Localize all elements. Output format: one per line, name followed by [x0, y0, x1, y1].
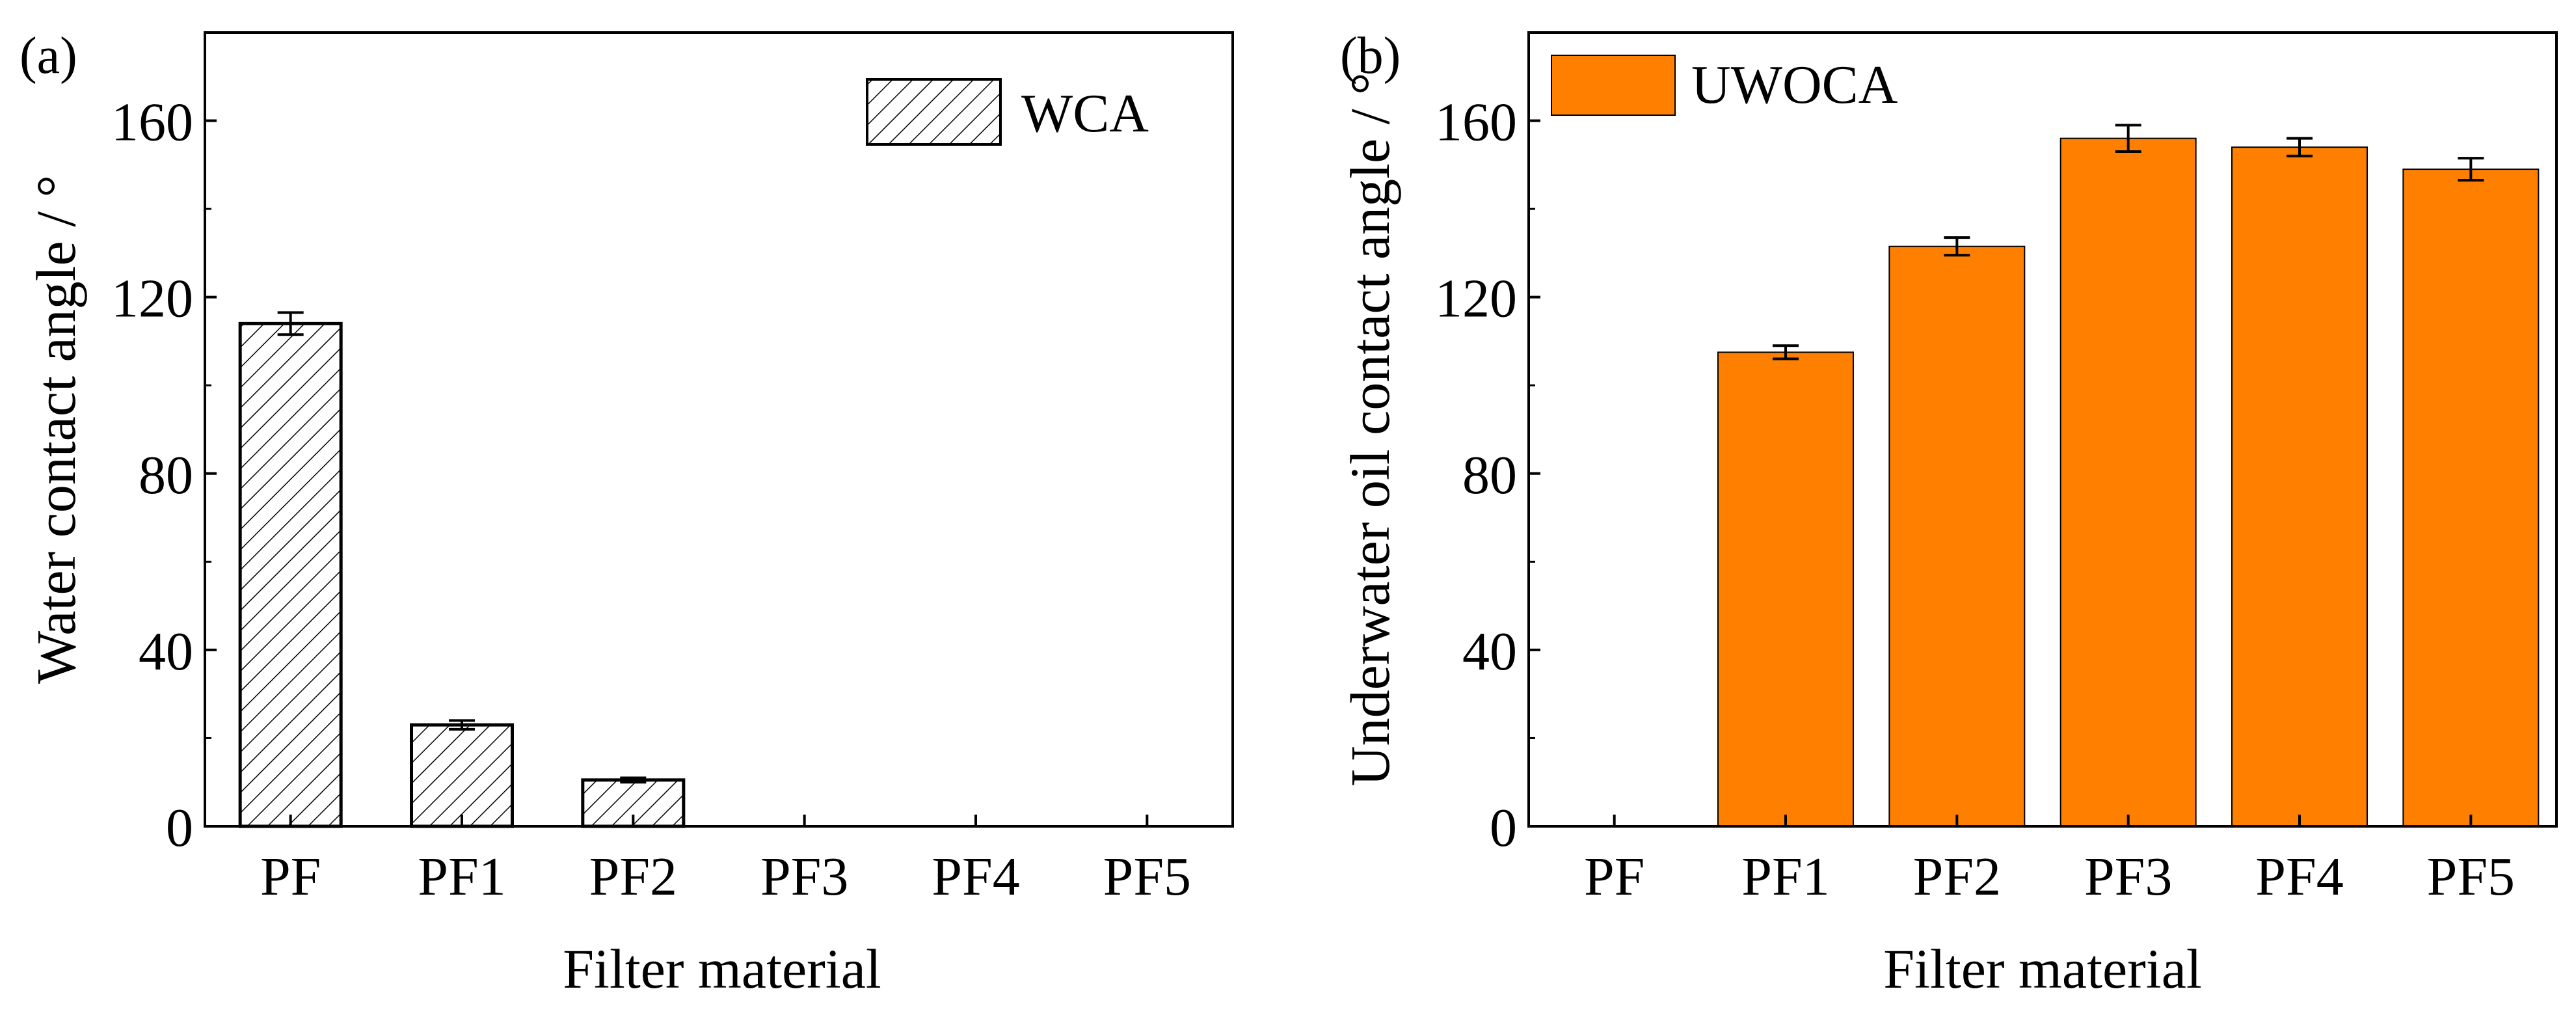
panel-b-error-bar-pf4: [2287, 137, 2313, 157]
panel-b-bars: [1717, 124, 2540, 828]
panel-a-y-tick-label: 120: [111, 269, 193, 329]
panel-b-y-tick-label: 160: [1435, 92, 1517, 153]
panel-b-y-tick-label: 120: [1435, 269, 1517, 329]
panel-a-error-bar-pf2: [620, 776, 647, 784]
panel-b-y-axis-title: Underwater oil contact angle / °: [1339, 72, 1401, 786]
panel-b-bar-pf4: [2231, 146, 2368, 828]
panel-b-y-tick-label: 0: [1490, 798, 1517, 858]
panel-a-x-axis-title: Filter material: [563, 938, 881, 1000]
panel-b-error-bar-pf3: [2115, 124, 2141, 153]
panel-b-x-axis-title: Filter material: [1883, 938, 2202, 1000]
panel-a-error-bar-pf: [277, 311, 304, 336]
panel-b-axis-ticks: PF PF1 PF2 PF3 PF4 PF5 0 40 80 120 160: [1435, 92, 2515, 907]
panel-a-bar-pf: [238, 321, 343, 828]
panel-b-x-tick-label: PF4: [2255, 846, 2343, 907]
panel-b-x-tick-label: PF1: [1741, 846, 1829, 907]
panel-a-water-contact-angle: (a) PF PF1 PF2 PF3 PF4 PF5 0 40 80 120 160 WCA Fil…: [20, 27, 1234, 1000]
panel-a-y-tick-label: 40: [139, 621, 193, 682]
panel-b-legend: UWOCA: [1551, 55, 1898, 116]
panel-b-underwater-oil-contact-angle: (b) PF PF1 PF2 PF3 PF4 PF5 0 40 80 120 160 UWOCA F…: [1339, 27, 2558, 1000]
panel-a-legend: WCA: [866, 78, 1149, 146]
panel-b-y-tick-label: 40: [1462, 621, 1517, 682]
panel-a-bar-pf1: [410, 723, 514, 828]
panel-b-bar-pf5: [2402, 169, 2540, 828]
panel-a-x-tick-label: PF1: [418, 846, 505, 907]
panel-b-plot-frame: [1527, 31, 2558, 828]
panel-b-error-bar-pf5: [2458, 157, 2484, 182]
panel-a-y-axis-title: Water contact angle / °: [25, 175, 87, 684]
panel-b-legend-swatch: [1551, 55, 1676, 116]
panel-b-bar-pf2: [1888, 245, 2026, 827]
panel-a-legend-label: WCA: [1021, 83, 1149, 144]
panel-a-y-tick-label: 80: [139, 445, 193, 506]
panel-b-x-tick-label: PF2: [1913, 846, 2001, 907]
panel-a-axis-ticks: PF PF1 PF2 PF3 PF4 PF5 0 40 80 120 160: [111, 92, 1191, 907]
panel-a-plot-frame: [204, 31, 1234, 828]
panel-a-y-tick-label: 0: [166, 798, 193, 858]
panel-b-x-tick-label: PF: [1584, 846, 1644, 907]
panel-b-bar-pf3: [2059, 137, 2197, 828]
panel-b-error-bar-pf2: [1944, 236, 1970, 257]
panel-a-x-tick-label: PF4: [932, 846, 1019, 907]
panel-b-bar-pf1: [1717, 351, 1854, 827]
panel-b-x-tick-label: PF3: [2084, 846, 2172, 907]
panel-a-bars: [238, 311, 686, 828]
panel-b-legend-label: UWOCA: [1691, 55, 1898, 115]
panel-a-x-tick-label: PF3: [760, 846, 848, 907]
panel-a-y-tick-label: 160: [111, 92, 193, 153]
panel-a-x-tick-label: PF5: [1103, 846, 1191, 907]
panel-b-x-tick-label: PF5: [2427, 846, 2515, 907]
panel-a-label: (a): [20, 27, 77, 85]
panel-b-error-bar-pf1: [1773, 344, 1799, 360]
panel-b-label: (b): [1340, 27, 1401, 85]
panel-b-y-tick-label: 80: [1462, 445, 1517, 506]
panel-a-x-tick-label: PF2: [589, 846, 677, 907]
panel-a-legend-swatch: [866, 78, 1002, 146]
panel-a-error-bar-pf1: [449, 719, 475, 731]
panel-a-x-tick-label: PF: [260, 846, 321, 907]
